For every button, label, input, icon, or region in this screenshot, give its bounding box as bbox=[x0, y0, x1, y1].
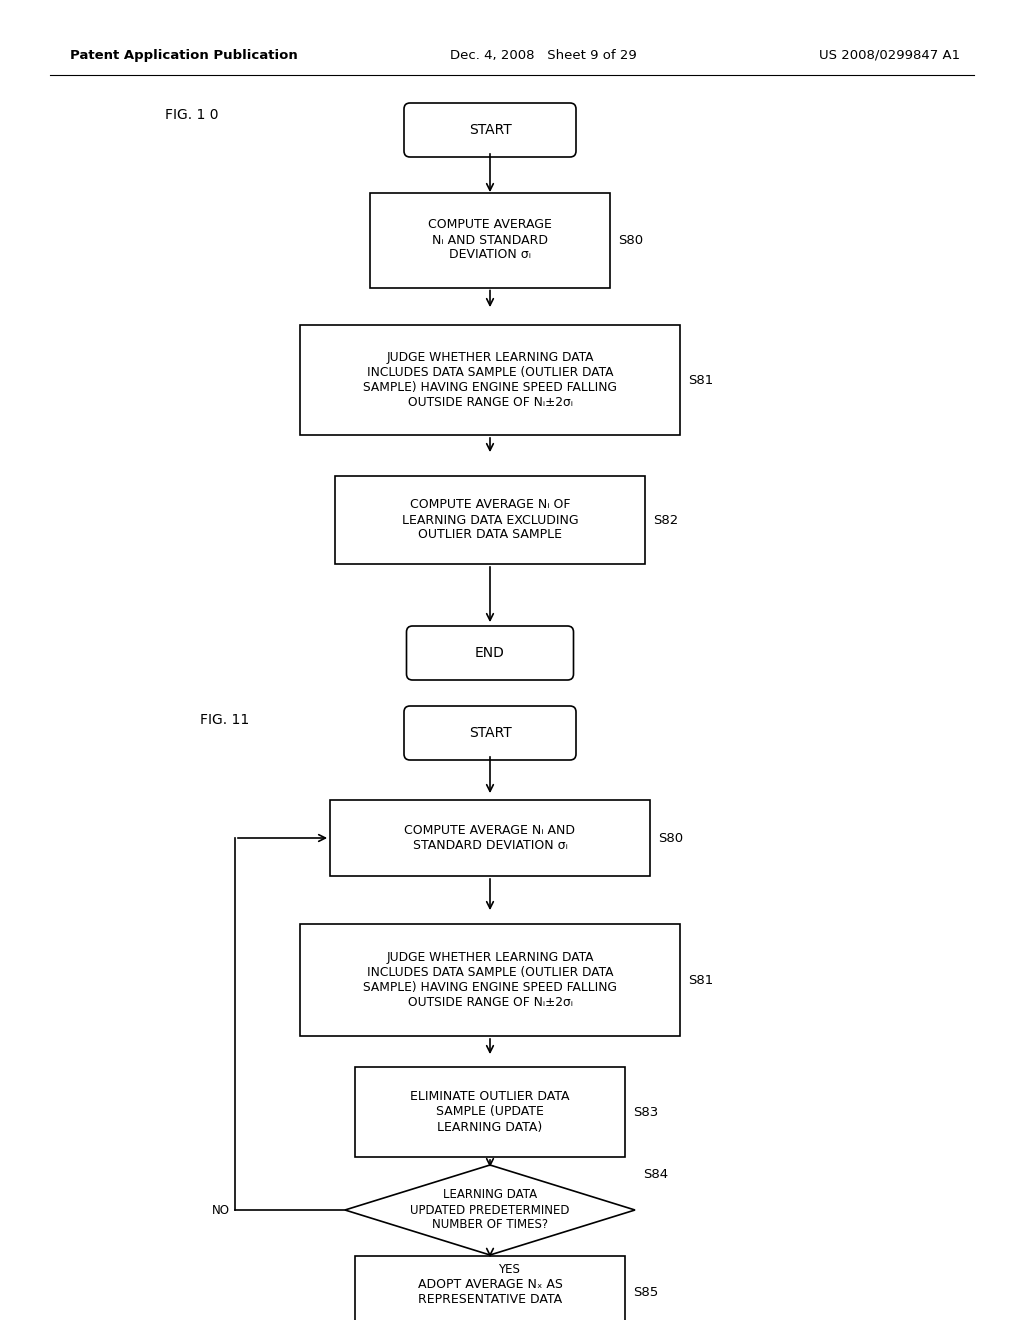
Text: ELIMINATE OUTLIER DATA
SAMPLE (UPDATE
LEARNING DATA): ELIMINATE OUTLIER DATA SAMPLE (UPDATE LE… bbox=[411, 1090, 569, 1134]
Text: COMPUTE AVERAGE Nᵢ OF
LEARNING DATA EXCLUDING
OUTLIER DATA SAMPLE: COMPUTE AVERAGE Nᵢ OF LEARNING DATA EXCL… bbox=[401, 499, 579, 541]
FancyBboxPatch shape bbox=[404, 706, 575, 760]
Text: FIG. 11: FIG. 11 bbox=[200, 713, 249, 727]
Text: JUDGE WHETHER LEARNING DATA
INCLUDES DATA SAMPLE (OUTLIER DATA
SAMPLE) HAVING EN: JUDGE WHETHER LEARNING DATA INCLUDES DAT… bbox=[364, 950, 616, 1008]
Text: START: START bbox=[469, 726, 511, 741]
Text: Dec. 4, 2008   Sheet 9 of 29: Dec. 4, 2008 Sheet 9 of 29 bbox=[450, 49, 637, 62]
Bar bbox=[300, 924, 680, 1036]
Text: NO: NO bbox=[212, 1204, 230, 1217]
Bar bbox=[300, 325, 680, 436]
Text: COMPUTE AVERAGE
Nᵢ AND STANDARD
DEVIATION σᵢ: COMPUTE AVERAGE Nᵢ AND STANDARD DEVIATIO… bbox=[428, 219, 552, 261]
Text: S82: S82 bbox=[653, 513, 678, 527]
FancyBboxPatch shape bbox=[407, 626, 573, 680]
Bar bbox=[335, 477, 645, 564]
Text: JUDGE WHETHER LEARNING DATA
INCLUDES DATA SAMPLE (OUTLIER DATA
SAMPLE) HAVING EN: JUDGE WHETHER LEARNING DATA INCLUDES DAT… bbox=[364, 351, 616, 409]
Text: S80: S80 bbox=[658, 832, 683, 845]
Bar bbox=[355, 1257, 625, 1320]
Text: S81: S81 bbox=[688, 374, 714, 387]
Text: COMPUTE AVERAGE Nᵢ AND
STANDARD DEVIATION σᵢ: COMPUTE AVERAGE Nᵢ AND STANDARD DEVIATIO… bbox=[404, 824, 575, 851]
Text: FIG. 1 0: FIG. 1 0 bbox=[165, 108, 218, 121]
Polygon shape bbox=[345, 1166, 635, 1255]
Text: S85: S85 bbox=[633, 1286, 658, 1299]
Text: END: END bbox=[475, 645, 505, 660]
FancyBboxPatch shape bbox=[404, 103, 575, 157]
Text: US 2008/0299847 A1: US 2008/0299847 A1 bbox=[819, 49, 961, 62]
Bar bbox=[355, 1067, 625, 1158]
Text: YES: YES bbox=[498, 1263, 520, 1276]
Text: Patent Application Publication: Patent Application Publication bbox=[70, 49, 298, 62]
Text: S84: S84 bbox=[643, 1168, 668, 1181]
Bar bbox=[330, 800, 650, 876]
Text: S83: S83 bbox=[633, 1106, 658, 1118]
Text: S80: S80 bbox=[618, 234, 643, 247]
Text: ADOPT AVERAGE Nₓ AS
REPRESENTATIVE DATA: ADOPT AVERAGE Nₓ AS REPRESENTATIVE DATA bbox=[418, 1278, 562, 1305]
Text: START: START bbox=[469, 123, 511, 137]
Text: S81: S81 bbox=[688, 974, 714, 986]
Bar bbox=[370, 193, 610, 288]
Text: LEARNING DATA
UPDATED PREDETERMINED
NUMBER OF TIMES?: LEARNING DATA UPDATED PREDETERMINED NUMB… bbox=[411, 1188, 569, 1232]
